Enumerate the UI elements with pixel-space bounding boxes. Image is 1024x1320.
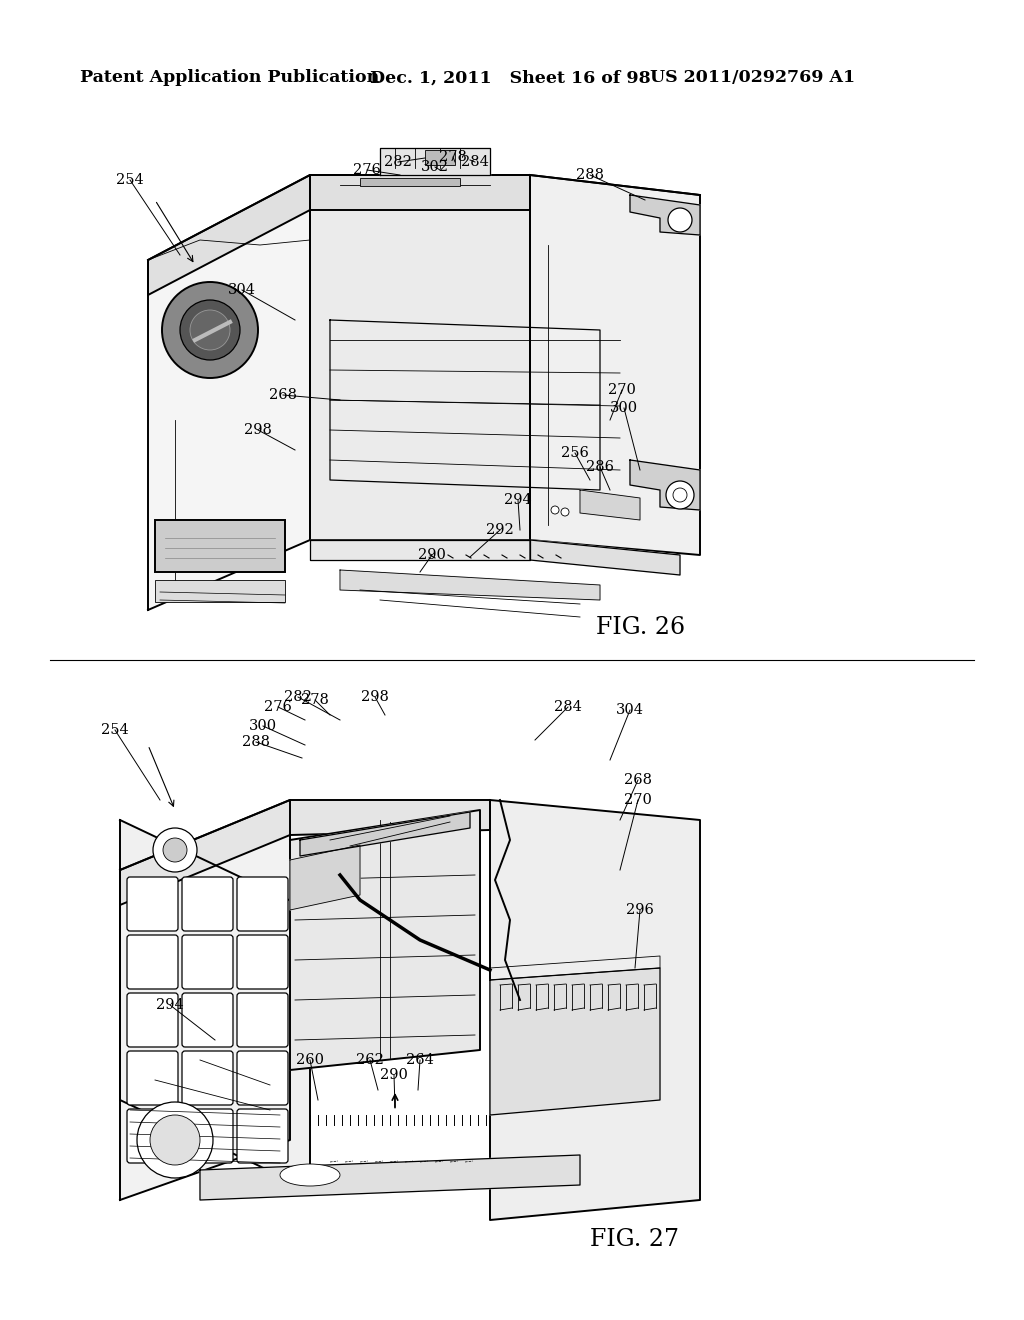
Text: 254: 254 xyxy=(101,723,129,737)
Polygon shape xyxy=(340,570,600,601)
FancyBboxPatch shape xyxy=(237,1109,288,1163)
FancyBboxPatch shape xyxy=(182,876,233,931)
FancyBboxPatch shape xyxy=(127,1109,178,1163)
Text: 268: 268 xyxy=(269,388,297,403)
FancyBboxPatch shape xyxy=(127,876,178,931)
Text: 300: 300 xyxy=(610,401,638,414)
Circle shape xyxy=(180,300,240,360)
Text: FIG. 26: FIG. 26 xyxy=(596,616,685,639)
Circle shape xyxy=(137,1102,213,1177)
Circle shape xyxy=(163,838,187,862)
Text: 290: 290 xyxy=(418,548,445,562)
FancyBboxPatch shape xyxy=(127,1051,178,1105)
Text: 298: 298 xyxy=(244,422,272,437)
Polygon shape xyxy=(290,845,360,909)
Text: 282: 282 xyxy=(284,690,312,704)
FancyBboxPatch shape xyxy=(237,935,288,989)
Polygon shape xyxy=(530,176,700,554)
Circle shape xyxy=(561,508,569,516)
FancyBboxPatch shape xyxy=(237,993,288,1047)
Text: 260: 260 xyxy=(296,1053,324,1067)
FancyBboxPatch shape xyxy=(127,993,178,1047)
Circle shape xyxy=(666,480,694,510)
FancyBboxPatch shape xyxy=(127,935,178,989)
Circle shape xyxy=(190,310,230,350)
FancyBboxPatch shape xyxy=(182,1051,233,1105)
Text: 300: 300 xyxy=(249,719,278,733)
Text: 278: 278 xyxy=(439,150,467,164)
Text: 276: 276 xyxy=(353,162,381,177)
Polygon shape xyxy=(380,148,490,176)
Text: Patent Application Publication: Patent Application Publication xyxy=(80,70,379,87)
Circle shape xyxy=(668,209,692,232)
Text: 292: 292 xyxy=(486,523,514,537)
Text: 284: 284 xyxy=(461,154,488,169)
Text: 282: 282 xyxy=(384,154,412,169)
Text: FIG. 27: FIG. 27 xyxy=(590,1229,679,1251)
Text: 296: 296 xyxy=(626,903,654,917)
Text: 304: 304 xyxy=(228,282,256,297)
FancyBboxPatch shape xyxy=(237,1051,288,1105)
Ellipse shape xyxy=(280,1164,340,1185)
Circle shape xyxy=(551,506,559,513)
Polygon shape xyxy=(300,812,470,855)
Polygon shape xyxy=(290,810,480,1071)
Polygon shape xyxy=(120,820,310,1191)
Text: 278: 278 xyxy=(301,693,329,708)
Text: 288: 288 xyxy=(575,168,604,182)
Text: 268: 268 xyxy=(624,774,652,787)
Text: 270: 270 xyxy=(608,383,636,397)
Circle shape xyxy=(673,488,687,502)
Text: 302: 302 xyxy=(421,160,449,174)
Text: 276: 276 xyxy=(264,700,292,714)
Text: US 2011/0292769 A1: US 2011/0292769 A1 xyxy=(650,70,855,87)
Polygon shape xyxy=(530,540,680,576)
Polygon shape xyxy=(630,195,700,235)
FancyBboxPatch shape xyxy=(155,520,285,572)
Circle shape xyxy=(153,828,197,873)
Polygon shape xyxy=(148,176,310,610)
Polygon shape xyxy=(490,968,660,1115)
Text: 290: 290 xyxy=(380,1068,408,1082)
Text: Dec. 1, 2011   Sheet 16 of 98: Dec. 1, 2011 Sheet 16 of 98 xyxy=(370,70,650,87)
Polygon shape xyxy=(490,800,700,1220)
FancyBboxPatch shape xyxy=(425,150,455,165)
Text: 294: 294 xyxy=(156,998,184,1012)
Polygon shape xyxy=(120,800,490,906)
Polygon shape xyxy=(310,540,530,560)
Text: 304: 304 xyxy=(616,704,644,717)
Polygon shape xyxy=(310,176,530,540)
Text: 288: 288 xyxy=(242,735,270,748)
Text: 256: 256 xyxy=(561,446,589,459)
FancyBboxPatch shape xyxy=(155,579,285,602)
Polygon shape xyxy=(120,800,290,1200)
Polygon shape xyxy=(580,490,640,520)
Text: 264: 264 xyxy=(407,1053,434,1067)
Text: 254: 254 xyxy=(116,173,144,187)
Text: 284: 284 xyxy=(554,700,582,714)
FancyBboxPatch shape xyxy=(360,178,460,186)
Text: 298: 298 xyxy=(361,690,389,704)
Polygon shape xyxy=(148,176,530,294)
FancyBboxPatch shape xyxy=(237,876,288,931)
FancyBboxPatch shape xyxy=(182,935,233,989)
FancyBboxPatch shape xyxy=(182,993,233,1047)
Circle shape xyxy=(162,282,258,378)
Circle shape xyxy=(150,1115,200,1166)
Text: 286: 286 xyxy=(586,459,614,474)
FancyBboxPatch shape xyxy=(182,1109,233,1163)
Text: 270: 270 xyxy=(624,793,652,807)
Text: 262: 262 xyxy=(356,1053,384,1067)
Text: 294: 294 xyxy=(504,492,531,507)
Polygon shape xyxy=(200,1155,580,1200)
Polygon shape xyxy=(630,459,700,510)
